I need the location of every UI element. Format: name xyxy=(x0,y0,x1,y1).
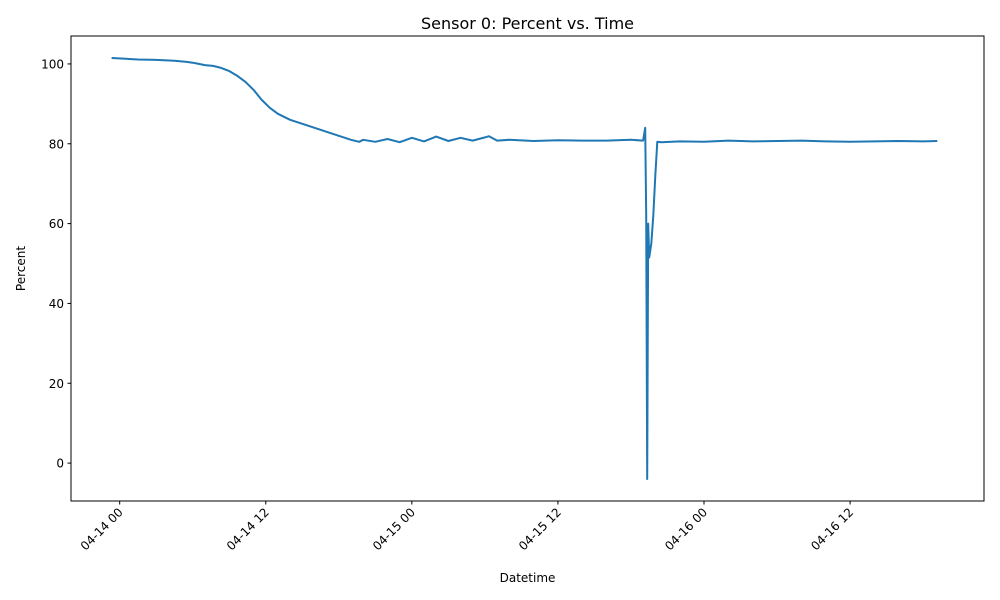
x-tick-label: 04-14 00 xyxy=(78,505,126,553)
y-axis-label: Percent xyxy=(14,246,28,291)
x-tick-label: 04-16 12 xyxy=(808,505,856,553)
x-axis: 04-14 00 04-14 12 04-15 00 04-15 12 04-16 00… xyxy=(78,501,856,553)
y-tick-label: 80 xyxy=(49,137,64,151)
plot-group xyxy=(111,57,938,480)
y-tick-label: 100 xyxy=(41,57,64,71)
y-tick-label: 0 xyxy=(56,457,64,471)
y-tick-label: 40 xyxy=(49,297,64,311)
x-axis-label: Datetime xyxy=(500,571,556,585)
x-tick-label: 04-15 12 xyxy=(516,505,564,553)
chart-title: Sensor 0: Percent vs. Time xyxy=(421,14,634,33)
plot-area xyxy=(70,35,985,502)
y-tick-label: 60 xyxy=(49,217,64,231)
x-tick-label: 04-16 00 xyxy=(662,505,710,553)
x-tick-label: 04-14 12 xyxy=(224,505,272,553)
y-tick-label: 20 xyxy=(49,377,64,391)
series-line-0 xyxy=(111,57,938,480)
y-axis: 0 20 40 60 80 100 xyxy=(41,57,71,471)
x-tick-label: 04-15 00 xyxy=(370,505,418,553)
